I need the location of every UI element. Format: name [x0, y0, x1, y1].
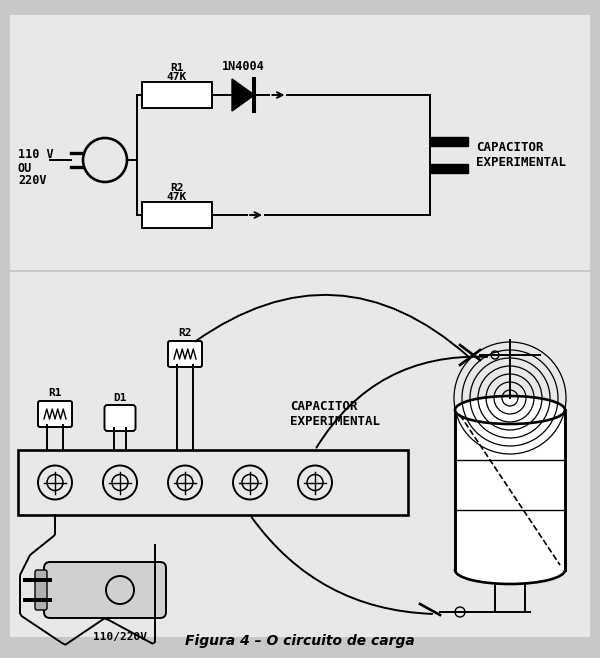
Text: 47K: 47K — [167, 72, 187, 82]
Text: CAPACITOR
EXPERIMENTAL: CAPACITOR EXPERIMENTAL — [290, 400, 380, 428]
Text: 1N4004: 1N4004 — [222, 60, 265, 73]
Text: R2: R2 — [178, 328, 192, 338]
FancyBboxPatch shape — [38, 401, 72, 427]
Text: 220V: 220V — [18, 174, 47, 188]
FancyBboxPatch shape — [168, 341, 202, 367]
Text: 47K: 47K — [167, 192, 187, 202]
Bar — [10, 272, 590, 637]
Text: R1: R1 — [170, 63, 184, 73]
Ellipse shape — [455, 396, 565, 424]
FancyBboxPatch shape — [35, 570, 47, 610]
Bar — [142, 202, 212, 228]
Text: 110/220V: 110/220V — [93, 632, 147, 642]
Text: 110 V: 110 V — [18, 149, 53, 161]
Text: D1: D1 — [113, 393, 127, 403]
Text: CAPACITOR
EXPERIMENTAL: CAPACITOR EXPERIMENTAL — [476, 141, 566, 169]
Bar — [142, 82, 212, 108]
Text: R2: R2 — [170, 183, 184, 193]
Bar — [430, 164, 468, 173]
Text: OU: OU — [18, 161, 32, 174]
Bar — [10, 15, 590, 270]
Bar — [18, 450, 408, 515]
FancyBboxPatch shape — [104, 405, 136, 431]
Text: Figura 4 – O circuito de carga: Figura 4 – O circuito de carga — [185, 634, 415, 648]
Ellipse shape — [455, 556, 565, 584]
Text: R1: R1 — [48, 388, 62, 398]
Bar — [430, 137, 468, 146]
Bar — [455, 410, 565, 570]
Polygon shape — [232, 79, 254, 111]
FancyBboxPatch shape — [44, 562, 166, 618]
